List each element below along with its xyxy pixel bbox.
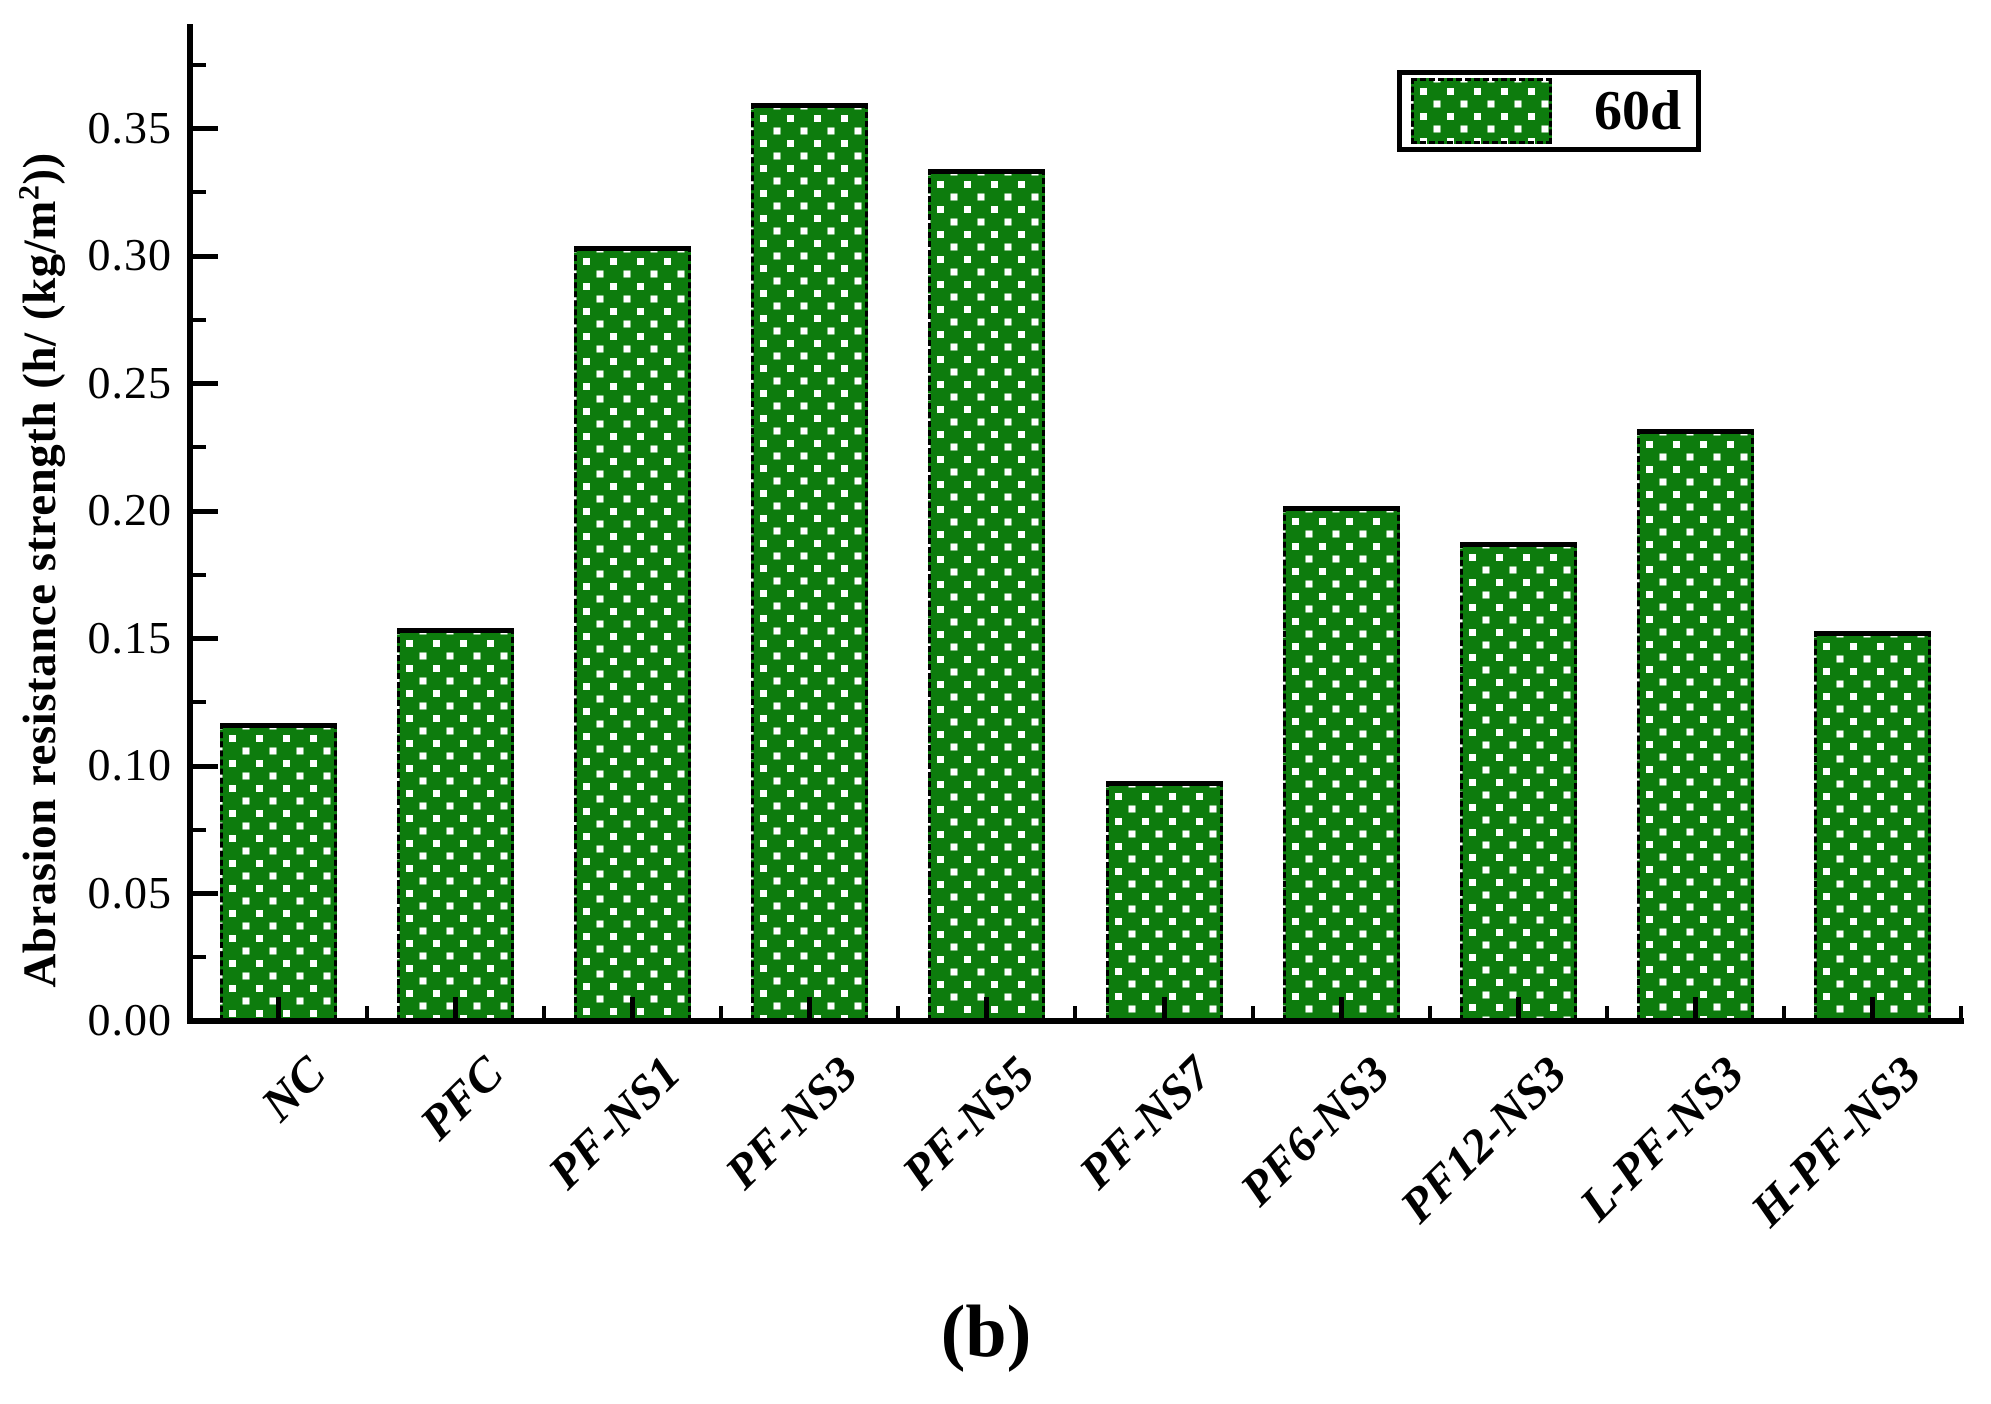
x-category-label-PF6-NS3: PF6-NS3 [1229,1046,1400,1217]
bar-PF12-NS3 [1459,542,1577,1021]
bar-PFC [396,628,514,1021]
y-tick-label: 0.30 [87,229,172,280]
y-major-tick [193,891,218,896]
y-minor-tick [193,62,206,67]
y-tick-label: 0.10 [87,739,172,790]
y-axis-title-close: )) [14,152,66,185]
y-major-tick [193,636,218,641]
x-minor-tick [364,1006,369,1019]
bar-PF-NS7 [1105,781,1223,1021]
y-minor-tick [193,317,206,322]
bar-PF-NS3 [751,103,869,1021]
x-major-tick [452,997,458,1021]
x-category-label-PF-NS3: PF-NS3 [715,1046,868,1200]
x-category-label-L-PF-NS3: L-PF-NS3 [1569,1046,1754,1232]
x-major-tick [1870,997,1876,1021]
x-minor-tick [1959,1006,1964,1019]
y-axis-line [187,24,193,1024]
y-minor-tick [193,955,206,960]
bar-NC [219,723,337,1021]
x-minor-tick [1605,1006,1609,1019]
x-minor-tick [1250,1006,1255,1019]
x-minor-tick [1427,1006,1432,1019]
x-major-tick [275,997,281,1021]
y-major-tick [193,253,218,259]
x-major-tick [984,997,990,1021]
figure-caption: (b) [940,1291,1032,1373]
x-minor-tick [1073,1006,1078,1019]
bar-PF-NS5 [928,169,1046,1021]
y-tick-label: 0.35 [87,101,172,153]
legend-label: 60d [1594,80,1682,142]
y-tick-label: 0.00 [87,994,172,1045]
y-minor-tick [193,827,206,832]
y-minor-tick [193,445,206,450]
y-tick-label: 0.25 [87,356,172,408]
x-category-label-PF-NS5: PF-NS5 [892,1046,1045,1200]
y-axis-title-superscript: 2 [12,184,46,201]
bar-L-PF-NS3 [1637,429,1755,1021]
x-category-label-PF12-NS3: PF12-NS3 [1390,1046,1577,1234]
y-major-tick [193,763,218,769]
y-minor-tick [193,190,206,195]
x-category-label-PFC: PFC [409,1046,514,1151]
y-minor-tick [193,700,206,705]
y-major-tick [193,381,218,386]
x-minor-tick [896,1006,901,1019]
x-major-tick [1515,997,1521,1021]
y-tick-label: 0.05 [87,866,172,918]
x-minor-tick [719,1006,723,1019]
y-minor-tick [193,572,206,577]
legend-swatch-60d [1411,78,1552,144]
x-category-label-PF-NS1: PF-NS1 [537,1046,691,1200]
x-category-label-PF-NS7: PF-NS7 [1069,1046,1223,1200]
y-major-tick [193,508,218,514]
bar-PF6-NS3 [1282,506,1400,1021]
x-major-tick [1161,997,1167,1021]
x-category-label-NC: NC [251,1046,337,1132]
bar-PF-NS1 [573,246,691,1021]
legend: 60d [1397,70,1701,152]
y-tick-label: 0.20 [87,484,172,535]
x-major-tick [629,997,635,1021]
x-minor-tick [1782,1006,1787,1019]
y-tick-label: 0.15 [87,611,172,663]
x-minor-tick [541,1006,546,1019]
x-major-tick [1338,997,1344,1021]
x-axis-line [187,1018,1964,1024]
x-major-tick [1693,997,1699,1021]
x-category-label-H-PF-NS3: H-PF-NS3 [1740,1046,1931,1237]
bar-H-PF-NS3 [1814,631,1932,1021]
y-major-tick [193,126,218,131]
x-major-tick [807,997,813,1021]
